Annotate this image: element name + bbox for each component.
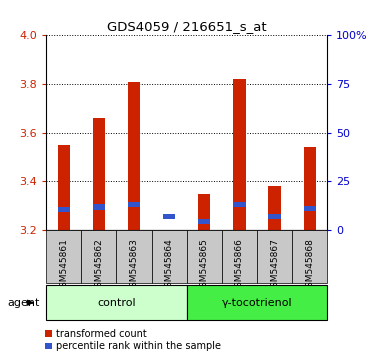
Bar — [46, 285, 187, 320]
Bar — [303, 147, 316, 230]
Bar — [198, 194, 211, 230]
Bar — [222, 230, 257, 283]
Bar — [116, 230, 152, 283]
Bar — [152, 230, 187, 283]
Bar — [58, 145, 70, 230]
Bar — [116, 35, 152, 230]
Bar — [222, 35, 257, 230]
Bar — [187, 230, 222, 283]
Bar — [81, 230, 116, 283]
Title: GDS4059 / 216651_s_at: GDS4059 / 216651_s_at — [107, 20, 266, 33]
Bar — [198, 219, 211, 224]
Bar — [268, 186, 281, 230]
Text: GSM545866: GSM545866 — [235, 238, 244, 293]
Bar — [163, 214, 175, 219]
Bar — [93, 204, 105, 210]
Bar — [187, 35, 222, 230]
Text: GSM545861: GSM545861 — [59, 238, 68, 293]
Text: GSM545863: GSM545863 — [129, 238, 139, 293]
Bar — [303, 206, 316, 211]
Bar — [233, 202, 246, 207]
Bar — [152, 35, 187, 230]
Text: control: control — [97, 298, 136, 308]
Bar — [187, 285, 327, 320]
Legend: transformed count, percentile rank within the sample: transformed count, percentile rank withi… — [44, 327, 223, 353]
Text: GSM545865: GSM545865 — [200, 238, 209, 293]
Text: γ-tocotrienol: γ-tocotrienol — [222, 298, 292, 308]
Bar — [268, 214, 281, 219]
Bar — [58, 207, 70, 212]
Text: agent: agent — [8, 298, 40, 308]
Text: GSM545864: GSM545864 — [165, 238, 174, 293]
Bar — [257, 35, 292, 230]
Bar — [292, 35, 327, 230]
Bar — [93, 118, 105, 230]
Bar — [81, 35, 116, 230]
Bar — [257, 230, 292, 283]
Bar — [46, 35, 81, 230]
Bar — [128, 82, 140, 230]
Bar — [292, 230, 327, 283]
Bar — [46, 230, 81, 283]
Text: GSM545868: GSM545868 — [305, 238, 314, 293]
Bar — [128, 202, 140, 207]
Text: GSM545867: GSM545867 — [270, 238, 279, 293]
Bar — [233, 79, 246, 230]
Text: GSM545862: GSM545862 — [94, 238, 104, 293]
